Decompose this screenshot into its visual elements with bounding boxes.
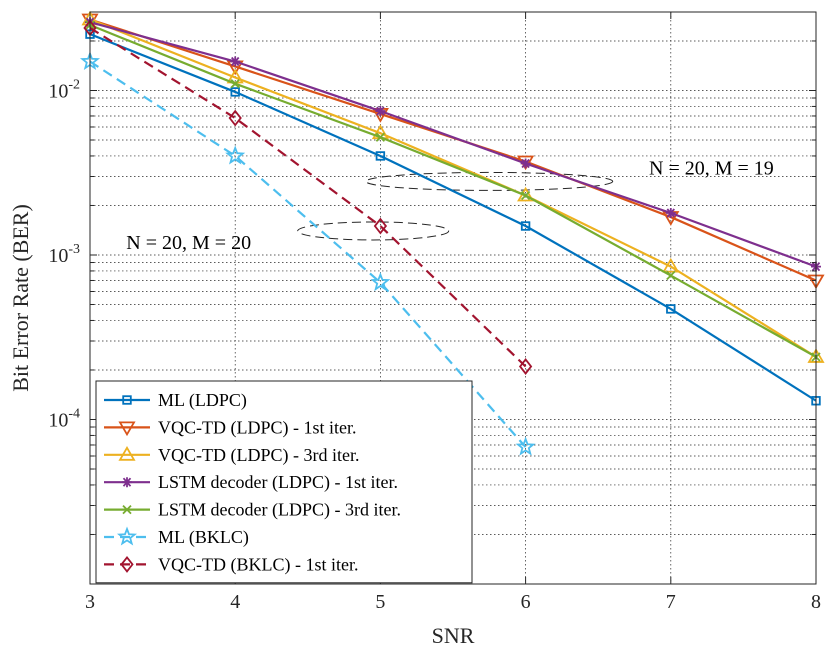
legend-label: VQC-TD (LDPC) - 3rd iter.: [158, 445, 359, 466]
x-tick-label: 8: [811, 591, 821, 613]
legend-label: LSTM decoder (LDPC) - 1st iter.: [158, 472, 398, 493]
data-point: [520, 221, 531, 231]
plot-frame: [89, 11, 817, 585]
data-point: [373, 217, 388, 235]
series-line: [89, 27, 527, 368]
data-point: [228, 109, 242, 127]
data-point: [520, 190, 531, 201]
data-point: [375, 106, 386, 117]
series-line: [89, 21, 817, 268]
data-point: [375, 132, 386, 142]
y-tick-label: 10-4: [48, 406, 80, 431]
legend-marker: [118, 421, 136, 437]
annotation-label: N = 20, M = 20: [126, 232, 251, 254]
legend-entry: VQC-TD (BKLC) - 1st iter.: [104, 554, 358, 575]
series-line: [89, 24, 817, 358]
data-point: [230, 87, 240, 97]
legend-label: VQC-TD (BKLC) - 1st iter.: [158, 554, 358, 575]
x-axis-label: SNR: [432, 623, 475, 648]
legend-entry: VQC-TD (LDPC) - 3rd iter.: [104, 445, 359, 466]
x-tick-label: 3: [85, 591, 95, 613]
annotations: N = 20, M = 19 N = 20, M = 20: [126, 158, 774, 254]
legend-marker: [116, 526, 138, 546]
legend-entry: LSTM decoder (LDPC) - 1st iter.: [104, 472, 398, 493]
x-tick-label: 7: [666, 591, 676, 613]
legend-label: LSTM decoder (LDPC) - 3rd iter.: [158, 500, 401, 521]
series-line: [89, 60, 527, 448]
legend-marker: [122, 504, 132, 515]
y-tick-label: 10-2: [48, 77, 80, 102]
series-line: [89, 18, 817, 358]
legend-marker: [122, 477, 132, 488]
data-point: [515, 436, 536, 456]
data-point: [666, 270, 676, 281]
ticks: 3 4 5 6 7 8 10-2 10-3 10-4: [48, 11, 821, 613]
legend-marker: [118, 446, 136, 461]
legend-label: ML (BKLC): [158, 527, 249, 548]
legend-marker: [120, 555, 134, 573]
data-point: [230, 79, 240, 89]
x-tick-label: 6: [521, 591, 531, 613]
series-layer: [79, 10, 825, 456]
legend-entry: VQC-TD (LDPC) - 1st iter.: [104, 417, 356, 438]
legend-entry: ML (LDPC): [104, 390, 247, 411]
data-point: [370, 272, 391, 292]
legend-label: ML (LDPC): [158, 390, 247, 411]
legend-label: VQC-TD (LDPC) - 1st iter.: [158, 417, 356, 438]
y-axis-label: Bit Error Rate (BER): [8, 204, 33, 392]
legend: ML (LDPC) VQC-TD (LDPC) - 1st iter. VQC-TD…: [95, 380, 473, 584]
annotation-label: N = 20, M = 19: [649, 158, 774, 180]
annotation-ellipse: [365, 171, 614, 191]
data-point: [230, 56, 241, 67]
data-point: [665, 207, 676, 218]
series-line: [89, 33, 817, 402]
data-point: [518, 358, 533, 375]
x-tick-label: 4: [230, 591, 240, 613]
legend-entry: LSTM decoder (LDPC) - 3rd iter.: [104, 500, 401, 521]
data-point: [225, 145, 246, 165]
legend-box: [95, 380, 473, 584]
data-point: [520, 158, 531, 169]
legend-marker: [122, 395, 132, 405]
data-point: [662, 257, 680, 273]
series-5: [79, 50, 536, 456]
y-tick-label: 10-3: [48, 242, 80, 267]
legend-entry: ML (BKLC): [104, 526, 249, 548]
data-point: [666, 304, 676, 314]
data-point: [375, 151, 386, 161]
series-6: [83, 19, 533, 375]
x-tick-label: 5: [375, 591, 385, 613]
